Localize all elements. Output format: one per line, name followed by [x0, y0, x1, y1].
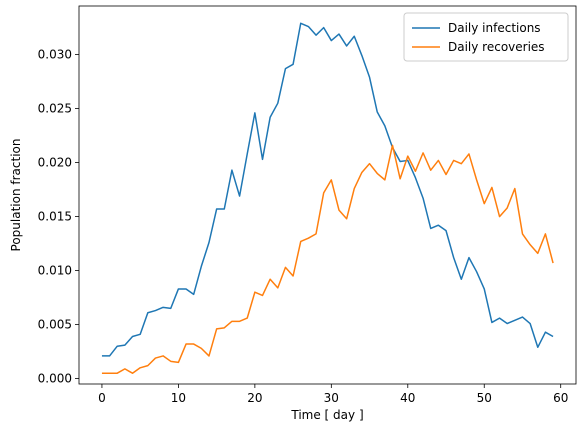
legend: Daily infections Daily recoveries [403, 12, 569, 62]
y-tick-label: 0.030 [38, 48, 72, 62]
series-line-2 [101, 144, 554, 374]
x-tick-label: 0 [98, 391, 106, 405]
x-tick-label: 20 [247, 391, 262, 405]
series-line-1 [101, 22, 554, 357]
legend-box [403, 12, 569, 62]
y-tick-label: 0.005 [38, 318, 72, 332]
plot-frame [78, 5, 577, 385]
x-tick-label: 50 [477, 391, 492, 405]
legend-label-1: Daily infections [448, 21, 541, 35]
x-tick-label: 40 [400, 391, 415, 405]
y-tick-label: 0.025 [38, 102, 72, 116]
x-axis-label: Time [ day ] [290, 408, 363, 422]
legend-label-2: Daily recoveries [448, 40, 545, 54]
x-tick-label: 60 [553, 391, 568, 405]
y-tick-label: 0.015 [38, 210, 72, 224]
y-tick-label: 0.020 [38, 156, 72, 170]
x-axis: 0 10 20 30 40 50 60 [98, 384, 568, 405]
x-tick-label: 10 [171, 391, 186, 405]
y-tick-label: 0.000 [38, 372, 72, 386]
x-tick-label: 30 [324, 391, 339, 405]
y-axis: 0.000 0.005 0.010 0.015 0.020 0.025 0.030 [38, 48, 79, 386]
y-axis-label: Population fraction [9, 139, 23, 252]
series-lines [101, 22, 554, 374]
plot-area [79, 6, 576, 384]
y-tick-label: 0.010 [38, 264, 72, 278]
